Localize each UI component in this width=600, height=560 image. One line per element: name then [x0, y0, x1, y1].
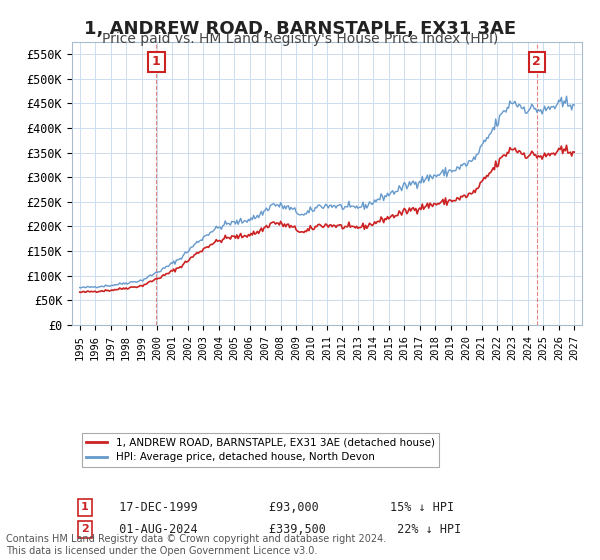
Text: 1: 1	[152, 55, 161, 68]
Text: 2: 2	[81, 524, 89, 534]
Text: 1, ANDREW ROAD, BARNSTAPLE, EX31 3AE: 1, ANDREW ROAD, BARNSTAPLE, EX31 3AE	[84, 20, 516, 38]
Text: 01-AUG-2024          £339,500          22% ↓ HPI: 01-AUG-2024 £339,500 22% ↓ HPI	[105, 523, 461, 536]
Text: 1: 1	[81, 502, 89, 512]
Text: Contains HM Land Registry data © Crown copyright and database right 2024.
This d: Contains HM Land Registry data © Crown c…	[6, 534, 386, 556]
Text: 2: 2	[532, 55, 541, 68]
Text: 17-DEC-1999          £93,000          15% ↓ HPI: 17-DEC-1999 £93,000 15% ↓ HPI	[105, 501, 454, 514]
Legend: 1, ANDREW ROAD, BARNSTAPLE, EX31 3AE (detached house), HPI: Average price, detac: 1, ANDREW ROAD, BARNSTAPLE, EX31 3AE (de…	[82, 433, 439, 466]
Text: Price paid vs. HM Land Registry's House Price Index (HPI): Price paid vs. HM Land Registry's House …	[102, 32, 498, 46]
